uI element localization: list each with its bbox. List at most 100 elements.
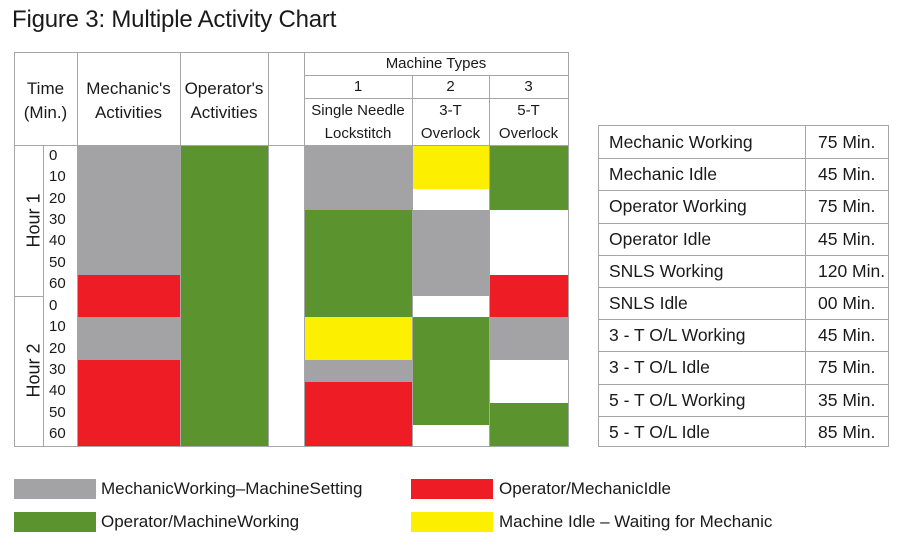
summary-value: 45 Min. xyxy=(818,325,876,346)
overlock-5t-segment-green xyxy=(489,146,568,211)
machine-2-name-line2: Overlock xyxy=(420,124,481,142)
time-inner-divider xyxy=(43,145,44,446)
summary-label: 3 - T O/L Working xyxy=(599,320,806,352)
legend-swatch-red xyxy=(411,479,493,499)
overlock-5t-segment-white xyxy=(489,210,568,275)
summary-value: 85 Min. xyxy=(818,421,876,442)
frame-left xyxy=(14,52,15,447)
machine-3-name-line2: Overlock xyxy=(498,124,559,142)
time-tick-label: 50 xyxy=(49,253,66,271)
machine-column-divider xyxy=(412,75,413,447)
legend-swatch-green xyxy=(14,512,96,532)
operator-header-line1: Operator's xyxy=(184,78,264,98)
machine-1-name-line2: Lockstitch xyxy=(324,124,392,142)
mechanic-segment-red xyxy=(77,274,180,318)
snls-segment-gray xyxy=(304,360,412,382)
column-divider xyxy=(304,52,305,447)
column-divider xyxy=(268,52,269,447)
summary-value: 75 Min. xyxy=(818,357,876,378)
mechanic-segment-red xyxy=(77,360,180,446)
mechanic-header-line1: Mechanic's xyxy=(86,78,171,98)
overlock-3t-segment-white xyxy=(412,424,489,446)
time-tick-label: 10 xyxy=(49,318,66,336)
summary-label: SNLS Idle xyxy=(599,288,806,320)
summary-label: Operator Idle xyxy=(599,223,806,255)
summary-row: Mechanic Idle 45 Min. xyxy=(599,158,888,191)
machine-3-number: 3 xyxy=(524,78,533,95)
figure-title: Figure 3: Multiple Activity Chart xyxy=(12,6,337,33)
summary-label: Operator Working xyxy=(599,191,806,223)
summary-label: Mechanic Working xyxy=(599,126,806,159)
legend-label: Operator/MachineWorking xyxy=(101,512,300,531)
machine-3-name-line1: 5-T xyxy=(517,101,540,119)
snls-segment-green xyxy=(304,210,412,318)
snls-segment-yellow xyxy=(304,317,412,361)
legend-swatch-gray xyxy=(14,479,96,499)
mechanic-segment-gray xyxy=(77,146,180,275)
legend-swatch-yellow xyxy=(411,512,493,532)
snls-segment-red xyxy=(304,381,412,446)
summary-row: Mechanic Working 75 Min. xyxy=(599,126,888,159)
machine-types-divider xyxy=(304,75,568,76)
time-tick-label: 50 xyxy=(49,403,66,421)
summary-label: Mechanic Idle xyxy=(599,159,806,191)
machine-1-name-line1: Single Needle xyxy=(311,101,405,119)
overlock-3t-segment-gray xyxy=(412,210,489,296)
hour-divider xyxy=(14,296,44,297)
column-divider xyxy=(77,52,78,447)
mechanic-header-line2: Activities xyxy=(94,102,163,122)
summary-value: 45 Min. xyxy=(818,164,876,185)
time-tick-label: 0 xyxy=(49,297,58,314)
summary-label: SNLS Working xyxy=(599,255,806,287)
operator-segment-green xyxy=(180,146,268,446)
summary-row: Operator Idle 45 Min. xyxy=(599,222,888,255)
time-tick-label: 20 xyxy=(49,189,66,207)
machine-column-divider xyxy=(489,75,490,447)
time-tick-label: 30 xyxy=(49,210,66,228)
snls-segment-gray xyxy=(304,146,412,211)
summary-row: 3 - T O/L Working 45 Min. xyxy=(599,319,888,352)
time-tick-label: 10 xyxy=(49,168,66,186)
summary-label: 5 - T O/L Idle xyxy=(599,416,806,448)
summary-row: SNLS Idle 00 Min. xyxy=(599,287,888,320)
time-header: Time xyxy=(26,78,65,98)
summary-row: 5 - T O/L Working 35 Min. xyxy=(599,383,888,416)
summary-row: Operator Working 75 Min. xyxy=(599,190,888,223)
overlock-5t-segment-gray xyxy=(489,317,568,361)
summary-row: 5 - T O/L Idle 85 Min. xyxy=(599,415,888,448)
summary-value: 35 Min. xyxy=(818,389,876,410)
time-tick-label: 20 xyxy=(49,339,66,357)
header-bottom-line xyxy=(14,145,569,146)
overlock-3t-segment-green xyxy=(412,317,489,425)
legend-label: Machine Idle – Waiting for Mechanic xyxy=(499,512,773,531)
machine-types-header: Machine Types xyxy=(385,55,487,72)
time-tick-label: 40 xyxy=(49,232,66,250)
column-divider xyxy=(180,52,181,447)
time-tick-label: 40 xyxy=(49,382,66,400)
summary-value: 75 Min. xyxy=(818,131,876,152)
machine-2-number: 2 xyxy=(446,78,455,95)
summary-row: 3 - T O/L Idle 75 Min. xyxy=(599,351,888,384)
mechanic-segment-gray xyxy=(77,317,180,361)
legend-label: MechanicWorking–MachineSetting xyxy=(101,479,363,498)
time-tick-label: 60 xyxy=(49,274,66,292)
summary-row: SNLS Working 120 Min. xyxy=(599,254,888,287)
summary-value: 45 Min. xyxy=(818,228,876,249)
frame-top xyxy=(14,52,569,53)
overlock-3t-segment-yellow xyxy=(412,146,489,189)
frame-bottom xyxy=(14,446,569,447)
summary-table: Mechanic Working 75 Min. Mechanic Idle 45 M… xyxy=(598,125,889,448)
time-tick-label: 30 xyxy=(49,360,66,378)
hour-2-label: Hour 2 xyxy=(23,343,44,398)
legend-label: Operator/MechanicIdle xyxy=(499,479,671,498)
summary-value: 120 Min. xyxy=(818,260,886,281)
overlock-5t-segment-white xyxy=(489,360,568,404)
operator-header-line2: Activities xyxy=(190,102,258,122)
hour-1-label: Hour 1 xyxy=(23,193,44,248)
overlock-3t-segment-white xyxy=(412,188,489,211)
frame-right xyxy=(568,52,569,447)
overlock-3t-segment-white xyxy=(412,296,489,318)
summary-label: 5 - T O/L Working xyxy=(599,384,806,416)
time-tick-label: 60 xyxy=(49,424,66,442)
time-unit-header: (Min.) xyxy=(23,102,68,122)
